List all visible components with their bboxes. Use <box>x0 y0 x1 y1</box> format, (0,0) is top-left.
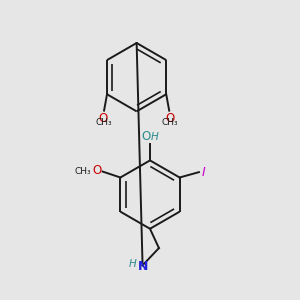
Text: CH₃: CH₃ <box>95 118 112 127</box>
Text: H: H <box>150 132 158 142</box>
Text: I: I <box>201 166 205 178</box>
Text: CH₃: CH₃ <box>161 118 178 127</box>
Text: O: O <box>92 164 102 178</box>
Text: H: H <box>128 260 136 269</box>
Text: O: O <box>165 112 174 125</box>
Text: O: O <box>99 112 108 125</box>
Text: CH₃: CH₃ <box>75 167 91 176</box>
Text: O: O <box>142 130 151 142</box>
Text: N: N <box>138 260 148 273</box>
